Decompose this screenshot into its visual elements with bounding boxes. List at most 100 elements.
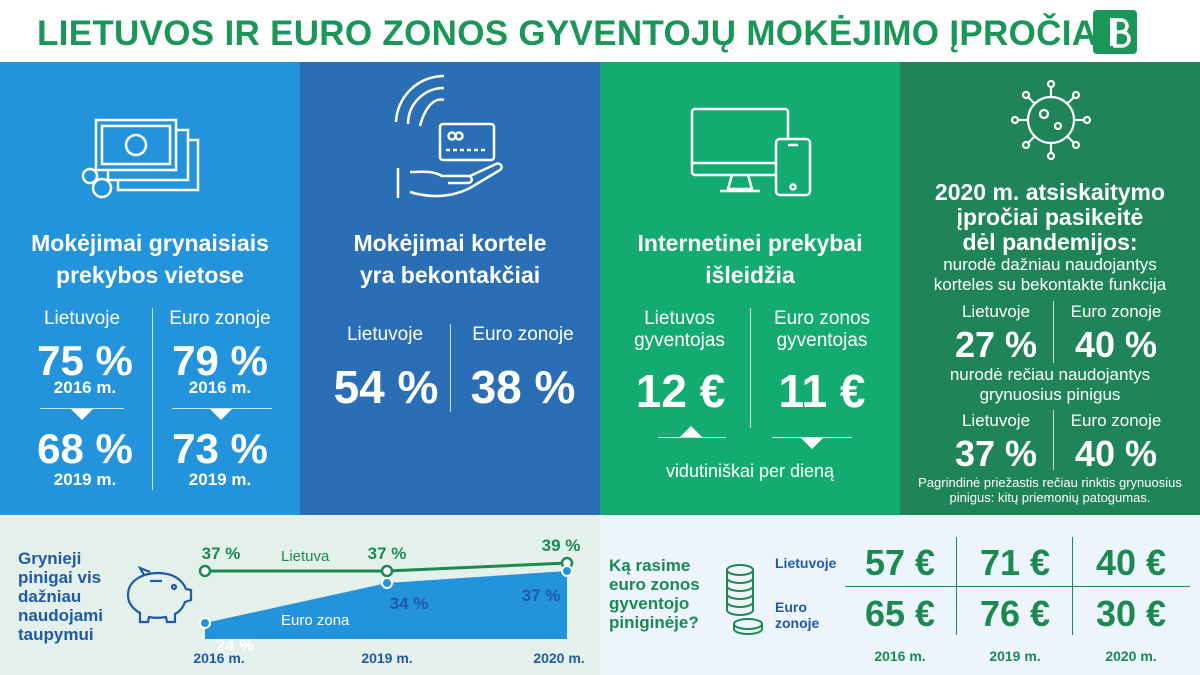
wallet-text: Ką rasime euro zonos gyventojo piniginėj… [609,556,700,632]
wallet-eu-label-line1: Euro [775,599,807,615]
pandemic-sub1-line2: korteles su bekontakte funkcija [933,275,1167,294]
pandemic-heading-line3: dėl pandemijos: [962,229,1138,255]
cash-divider [152,308,153,490]
header: LIETUVOS IR EURO ZONOS GYVENTOJŲ MOKĖJIM… [0,0,1200,62]
bank-logo-icon [1093,10,1137,54]
cash-lt-label: Lietuvoje [43,308,121,329]
pandemic-panel: 2020 m. atsiskaitymo įpročiai pasikeitė … [900,62,1200,515]
wallet-lt-2019: 71 € [979,542,1051,583]
card-divider [450,324,451,412]
cash-heading-line2: prekybos vietose [56,262,244,288]
lithuania-data-label: 37 % [368,544,407,563]
pandemic-sub2-line1: nurodė rečiau naudojantys [949,365,1151,384]
pandemic-lt-value-1: 27 % [954,324,1038,365]
euro-zone-point [199,617,211,629]
pandemic-eu-label-2: Euro zonoje [1070,411,1162,430]
online-lt-higher-arrow [680,426,702,437]
online-divider [750,308,751,428]
wallet-year-2020: 2020 m. [1105,648,1157,664]
wallet-text-line2: euro zonos [609,575,700,594]
page-title: LIETUVOS IR EURO ZONOS GYVENTOJŲ MOKĖJIM… [37,14,1108,53]
cash-payments-panel: Mokėjimai grynaisiais prekybos vietose L… [0,62,300,539]
lithuania-point [198,564,212,578]
wallet-year-2016: 2016 m. [874,648,926,664]
cash-eu-label: Euro zonoje [169,308,271,329]
x-tick-label: 2016 m. [193,650,244,666]
x-tick-label: 2019 m. [361,650,412,666]
card-payments-panel: Mokėjimai kortele yra bekontakčiai Lietu… [300,62,600,539]
wallet-hline [845,586,1190,587]
pandemic-lt-label-1: Lietuvoje [961,302,1031,321]
cash-year-2016-lt: 2016 m. [53,378,117,397]
online-eu-value: 11 € [778,365,866,417]
online-lt-label-line1: Lietuvos [644,308,715,329]
lithuania-series-label: Lietuva [281,548,330,565]
euro-zone-data-label: 37 % [522,586,561,605]
cash-year-2016-eu: 2016 m. [188,378,252,397]
online-lt-line [658,437,726,438]
online-lt-value: 12 € [635,365,726,417]
wallet-eu-label: Euro zonoje [775,599,835,631]
cash-year-2019-eu: 2019 m. [188,470,252,489]
wallet-text-line1: Ką rasime [609,556,691,575]
pandemic-eu-value-1: 40 % [1074,324,1158,365]
wallet-vline-1 [956,537,957,635]
wallet-eu-label-line2: zonoje [775,615,820,631]
pandemic-divider-1 [1053,301,1054,363]
cash-heading-line1: Mokėjimai grynaisiais [31,230,269,256]
wallet-eu-2019: 76 € [979,593,1051,634]
pandemic-heading-line1: 2020 m. atsiskaitymo [934,179,1166,205]
contactless-card-icon [392,72,517,212]
euro-zone-point [381,577,393,589]
savings-text-line3: dažniau [18,587,82,606]
online-heading-line2: išleidžia [705,262,795,288]
wallet-text-line4: piniginėje? [609,613,699,632]
pandemic-heading-line2: įpročiai pasikeitė [956,204,1144,230]
euro-zone-data-label: 34 % [390,594,429,613]
online-heading-line1: Internetinei prekybai [637,230,863,256]
cash-eu-line [172,408,272,409]
card-lt-value: 54 % [333,361,439,413]
wallet-year-2019: 2019 m. [989,648,1041,664]
online-lt-label-line2: gyventojas [634,330,725,351]
card-eu-value: 38 % [470,361,576,413]
coins-icon [718,560,768,640]
savings-chart: 37 % 24 %2016 m. 37 % 34 % 2019 m. 39 % 37 % 20… [193,536,584,666]
cash-lt-2016: 75 % [37,337,133,384]
savings-text-line1: Grynieji [18,549,82,568]
wallet-section: Ką rasime euro zonos gyventojo piniginėj… [600,515,1200,675]
cash-icon [80,112,205,207]
wallet-lt-2016: 57 € [864,542,936,583]
pandemic-sub2-line2: grynuosius pinigus [979,385,1121,404]
cash-eu-2016: 79 % [172,337,268,384]
euro-zone-area [205,571,567,639]
savings-text-line5: taupymui [18,625,94,644]
savings-text-line2: pinigai vis [18,568,102,587]
piggy-bank-icon [118,565,193,630]
online-eu-label-line1: Euro zonos [773,308,871,329]
cash-eu-2019: 73 % [172,425,268,472]
lithuania-data-label: 39 % [542,536,581,555]
savings-text: Grynieji pinigai vis dažniau naudojami t… [18,549,103,644]
pandemic-note-line1: Pagrindinė priežastis rečiau rinktis gry… [918,475,1182,490]
online-shopping-panel: Internetinei prekybai išleidžia Lietuvos… [600,62,900,539]
wallet-text-line3: gyventojo [609,594,690,613]
online-note: vidutiniškai per dieną [665,461,835,481]
cash-eu-decrease-arrow [210,409,232,420]
pandemic-sub1-line1: nurodė dažniau naudojantys [943,255,1157,274]
pandemic-lt-label-2: Lietuvoje [961,411,1031,430]
wallet-vline-2 [1072,537,1073,635]
devices-icon [690,107,820,207]
euro-zone-point [561,565,573,577]
cash-lt-line [40,408,124,409]
card-heading-line1: Mokėjimai kortele [353,230,547,256]
cash-lt-2019: 68 % [37,425,133,472]
online-eu-line [772,437,852,438]
cash-lt-decrease-arrow [71,409,93,420]
pandemic-note-line2: pinigus: kitų priemonių patogumas. [949,490,1151,505]
virus-icon [1006,78,1096,167]
online-eu-lower-arrow [801,438,823,449]
lithuania-point [380,564,394,578]
pandemic-eu-label-1: Euro zonoje [1070,302,1162,321]
card-heading-line2: yra bekontakčiai [359,262,541,288]
